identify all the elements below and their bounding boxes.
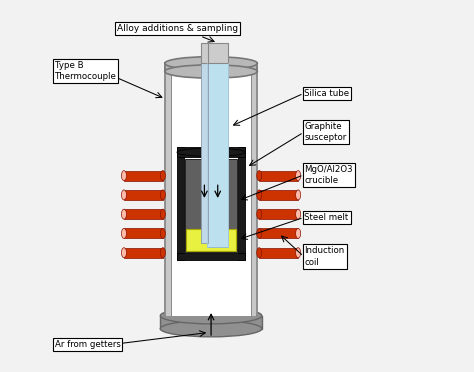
Ellipse shape [121, 228, 127, 238]
Text: Silica tube: Silica tube [304, 89, 350, 98]
Bar [177, 147, 183, 260]
Ellipse shape [257, 190, 262, 200]
Text: Graphite
susceptor: Graphite susceptor [304, 122, 346, 142]
Ellipse shape [296, 190, 301, 200]
Ellipse shape [257, 248, 262, 258]
Ellipse shape [257, 209, 262, 219]
Ellipse shape [160, 228, 165, 238]
Ellipse shape [296, 209, 301, 219]
Text: Induction
coil: Induction coil [304, 246, 345, 267]
Ellipse shape [160, 321, 262, 337]
Ellipse shape [121, 190, 127, 200]
Ellipse shape [177, 148, 245, 156]
Ellipse shape [296, 171, 301, 181]
Bar [124, 228, 163, 238]
Bar [259, 209, 298, 219]
Text: Steel melt: Steel melt [304, 213, 349, 222]
Bar [251, 67, 257, 316]
Text: Ar from getters: Ar from getters [55, 340, 120, 349]
Bar [124, 248, 163, 258]
Ellipse shape [160, 171, 165, 181]
Ellipse shape [296, 248, 301, 258]
Bar [160, 316, 262, 329]
Bar [185, 159, 237, 251]
Bar [207, 43, 228, 63]
Bar [165, 63, 257, 71]
Bar [259, 190, 298, 200]
Bar [177, 147, 245, 157]
Bar [207, 63, 228, 247]
Text: Alloy additions & sampling: Alloy additions & sampling [117, 24, 238, 33]
Bar [165, 67, 172, 316]
Ellipse shape [121, 171, 127, 181]
Ellipse shape [121, 248, 127, 258]
Ellipse shape [257, 228, 262, 238]
Bar [259, 248, 298, 258]
Text: Type B
Thermocouple: Type B Thermocouple [55, 61, 117, 81]
Bar [124, 171, 163, 181]
Bar [238, 147, 245, 260]
Text: MgO/Al2O3
crucible: MgO/Al2O3 crucible [304, 165, 353, 185]
Ellipse shape [121, 209, 127, 219]
Ellipse shape [165, 65, 257, 78]
Bar [172, 67, 251, 316]
Bar [177, 253, 245, 260]
Bar [201, 43, 208, 63]
Bar [259, 171, 298, 181]
Ellipse shape [165, 57, 257, 70]
Bar [259, 228, 298, 238]
Bar [124, 190, 163, 200]
Bar [186, 229, 236, 251]
Ellipse shape [160, 209, 165, 219]
Ellipse shape [160, 190, 165, 200]
Bar [124, 209, 163, 219]
Ellipse shape [257, 171, 262, 181]
Ellipse shape [160, 248, 165, 258]
Bar [201, 63, 208, 243]
Ellipse shape [160, 308, 262, 324]
Ellipse shape [296, 228, 301, 238]
